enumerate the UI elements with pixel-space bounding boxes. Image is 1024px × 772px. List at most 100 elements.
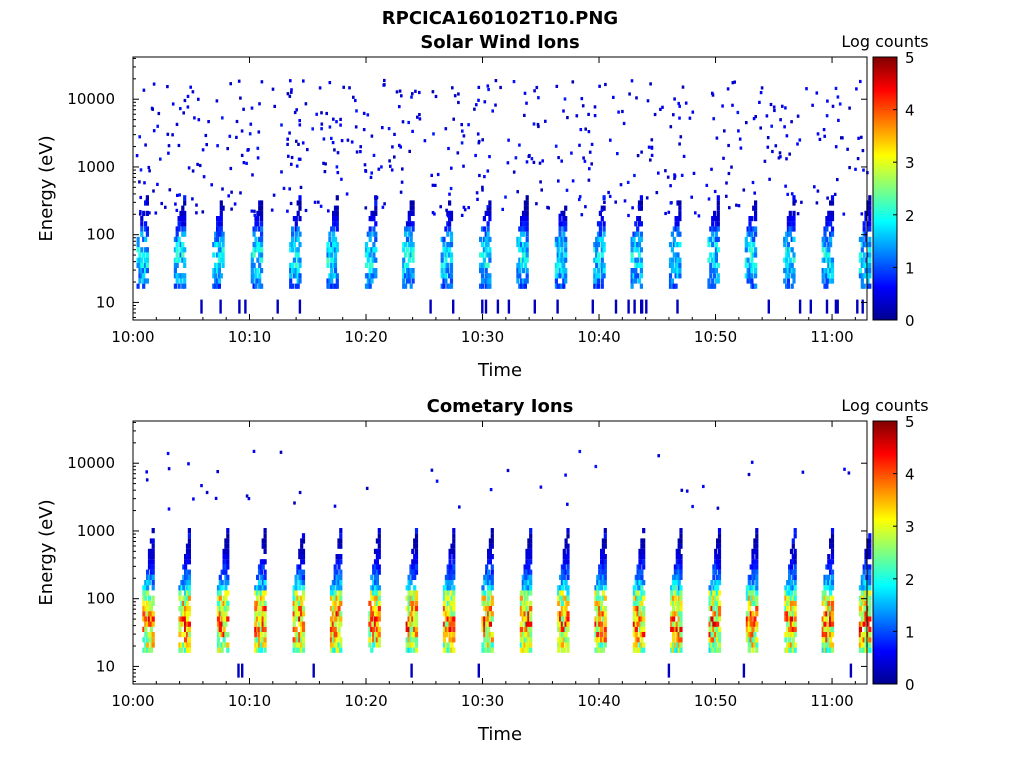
heatmap-cell: [325, 111, 328, 116]
heatmap-cell: [747, 642, 751, 648]
heatmap-cell: [791, 642, 795, 648]
heatmap-cell: [786, 595, 790, 601]
x-axis-label: Time: [477, 724, 522, 745]
heatmap-cell: [182, 111, 185, 115]
heatmap-cell: [180, 621, 184, 627]
heatmap-cell: [595, 257, 599, 263]
heatmap-cell: [670, 262, 674, 268]
heatmap-cell: [340, 139, 344, 143]
heatmap-cell: [337, 621, 341, 627]
heatmap-cell: [638, 621, 642, 627]
heatmap-cell: [830, 200, 835, 206]
heatmap-cell: [413, 595, 417, 601]
heatmap-cell: [752, 283, 756, 289]
heatmap-cell: [825, 278, 829, 284]
heatmap-cell: [411, 642, 415, 648]
heatmap-cell: [289, 278, 293, 284]
heatmap-cell: [564, 278, 568, 284]
heatmap-cell: [372, 242, 376, 248]
heatmap-cell: [523, 283, 527, 289]
heatmap-cell: [442, 278, 446, 284]
heatmap-cell: [562, 109, 565, 113]
heatmap-cell: [680, 488, 684, 492]
heatmap-cell: [830, 273, 835, 279]
heatmap-cell: [830, 210, 835, 216]
heatmap-cell: [520, 257, 524, 263]
heatmap-cell: [339, 574, 343, 580]
heatmap-cell: [333, 647, 337, 653]
heatmap-cell: [337, 595, 341, 601]
heatmap-cell: [333, 257, 338, 263]
heatmap-cell: [374, 236, 378, 242]
heatmap-cell: [521, 611, 525, 617]
heatmap-cell: [377, 554, 381, 560]
heatmap-cell: [448, 200, 452, 206]
heatmap-cell: [674, 273, 678, 279]
heatmap-cell: [672, 616, 676, 622]
heatmap-cell: [716, 216, 720, 222]
heatmap-cell: [678, 205, 682, 211]
heatmap-cell: [339, 528, 343, 534]
heatmap-cell: [529, 538, 533, 544]
heatmap-cell: [414, 626, 419, 632]
heatmap-cell: [175, 273, 179, 279]
heatmap-cell: [372, 153, 376, 157]
heatmap-cell: [294, 580, 298, 586]
heatmap-cell: [452, 621, 456, 627]
heatmap-cell: [461, 129, 464, 133]
heatmap-cell: [175, 252, 179, 258]
heatmap-cell: [333, 205, 338, 211]
heatmap-cell: [785, 283, 789, 289]
heatmap-cell: [788, 611, 792, 617]
heatmap-cell: [488, 216, 492, 222]
heatmap-cell: [866, 538, 870, 544]
heatmap-cell: [792, 200, 796, 206]
heatmap-cell: [474, 153, 477, 158]
heatmap-cell: [601, 548, 605, 554]
heatmap-cell: [144, 268, 148, 274]
heatmap-cell: [337, 554, 341, 560]
heatmap-cell: [639, 200, 643, 206]
heatmap-cell: [827, 278, 831, 284]
heatmap-cell: [488, 621, 492, 627]
heatmap-cell: [151, 580, 155, 586]
heatmap-cell: [623, 199, 627, 203]
heatmap-cell: [521, 642, 525, 648]
heatmap-cell: [860, 585, 864, 591]
heatmap-cell: [603, 538, 607, 544]
heatmap-cell: [434, 94, 438, 99]
heatmap-cell: [752, 205, 756, 211]
heatmap-cell: [485, 611, 489, 617]
heatmap-cell: [600, 559, 604, 565]
heatmap-cell: [488, 632, 492, 638]
heatmap-cell: [755, 569, 759, 575]
heatmap-cell: [829, 278, 833, 284]
heatmap-cell: [702, 484, 705, 489]
heatmap-cell: [525, 252, 529, 258]
heatmap-cell: [144, 262, 148, 268]
heatmap-cell: [444, 226, 448, 232]
heatmap-cell: [716, 559, 720, 565]
heatmap-cell: [173, 262, 177, 268]
heatmap-cell: [697, 214, 701, 218]
heatmap-cell: [523, 647, 527, 653]
heatmap-cell: [368, 252, 372, 258]
heatmap-cell: [529, 580, 533, 586]
heatmap-cell: [306, 148, 309, 152]
heatmap-cell: [146, 585, 150, 591]
heatmap-cell: [442, 242, 446, 248]
heatmap-cell: [753, 621, 757, 627]
heatmap-cell: [261, 559, 265, 565]
heatmap-cell: [226, 600, 230, 606]
heatmap-cell: [714, 221, 718, 227]
heatmap-cell: [184, 574, 188, 580]
heatmap-cell: [788, 574, 792, 580]
heatmap-cell: [185, 606, 190, 612]
heatmap-cell: [598, 600, 602, 606]
heatmap-cell: [144, 606, 148, 612]
heatmap-cell: [448, 192, 451, 196]
heatmap-cell: [187, 538, 191, 544]
heatmap-cell: [856, 157, 860, 161]
heatmap-cell: [147, 564, 152, 570]
heatmap-cell: [564, 580, 568, 586]
